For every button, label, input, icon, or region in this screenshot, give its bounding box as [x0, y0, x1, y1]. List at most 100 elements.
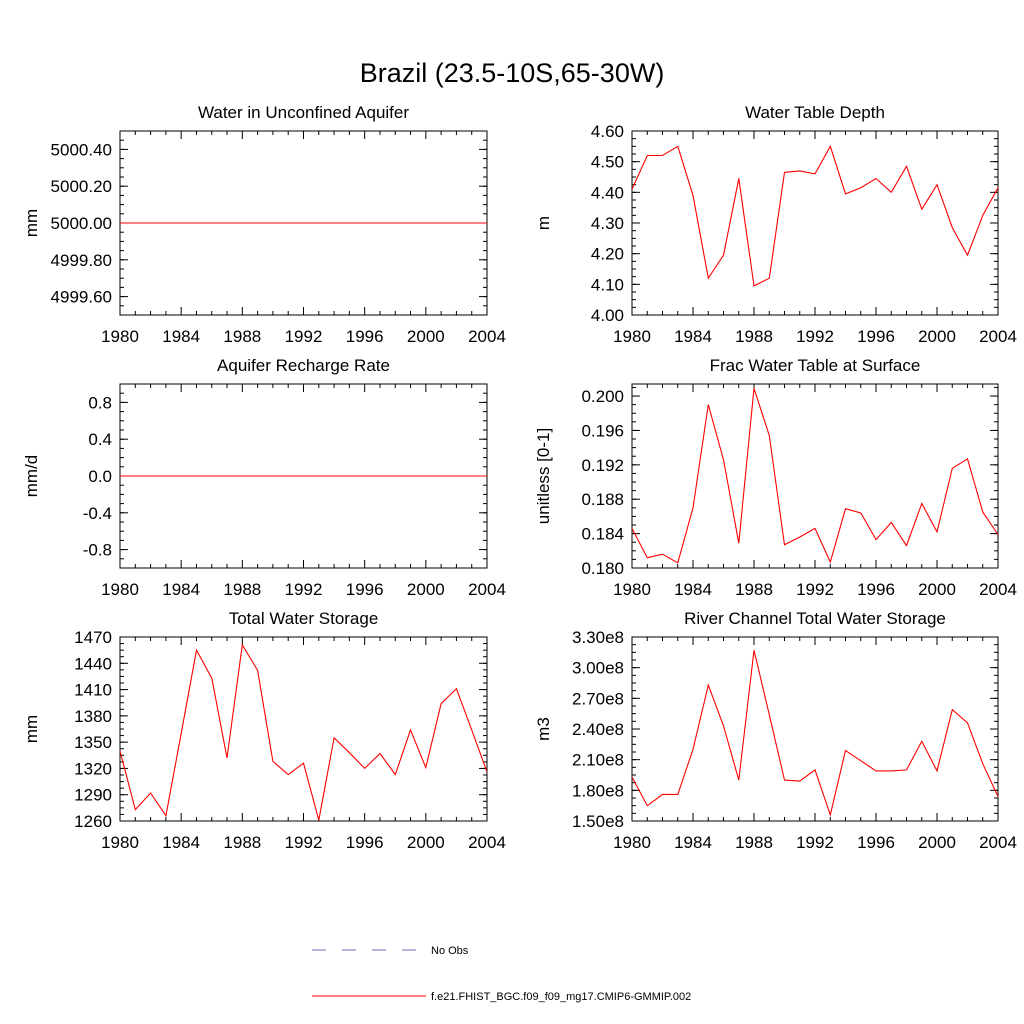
y-tick-label: 1410	[74, 681, 112, 700]
y-tick-label: 4999.80	[51, 251, 112, 270]
y-tick-label: 4.30	[591, 214, 624, 233]
y-tick-label: 4.00	[591, 306, 624, 325]
y-tick-label: 4.10	[591, 275, 624, 294]
x-tick-label: 1992	[285, 580, 323, 599]
y-tick-label: 0.8	[88, 393, 112, 412]
x-tick-label: 1988	[735, 580, 773, 599]
panel-5: Total Water Storage mm 1980 1984 1988 1992 199…	[22, 609, 506, 852]
x-tick-label: 1980	[101, 833, 139, 852]
x-tick-label: 1984	[674, 833, 712, 852]
y-tick-label: 2.10e8	[572, 751, 624, 770]
y-tick-label: 5000.20	[51, 177, 112, 196]
panel-title: Frac Water Table at Surface	[710, 356, 921, 375]
x-tick-label: 2004	[468, 580, 506, 599]
y-tick-label: 0.4	[88, 430, 112, 449]
panel-title: Water in Unconfined Aquifer	[198, 103, 409, 122]
x-tick-label: 1992	[285, 327, 323, 346]
y-tick-label: 1440	[74, 654, 112, 673]
y-tick-label: 1380	[74, 707, 112, 726]
series-line	[631, 650, 999, 817]
x-tick-label: 2004	[468, 833, 506, 852]
y-tick-label: 1470	[74, 628, 112, 647]
y-tick-label: 5000.00	[51, 214, 112, 233]
x-tick-label: 1984	[162, 327, 200, 346]
legend-model-label: f.e21.FHIST_BGC.f09_f09_mg17.CMIP6-GMMIP…	[431, 991, 691, 1003]
x-tick-label: 1996	[346, 580, 384, 599]
x-tick-label: 1992	[796, 327, 834, 346]
x-tick-label: 1984	[162, 580, 200, 599]
x-tick-label: 1996	[857, 327, 895, 346]
x-tick-label: 1996	[857, 580, 895, 599]
x-tick-label: 2004	[979, 833, 1017, 852]
y-tick-label: 1350	[74, 733, 112, 752]
plot-frame	[631, 130, 999, 316]
x-tick-label: 2000	[407, 580, 445, 599]
plot-frame	[119, 636, 488, 822]
y-axis-label: m3	[534, 717, 553, 741]
panel-title: Total Water Storage	[229, 609, 379, 628]
panels: Water in Unconfined Aquifer mm 1980 1984 198…	[22, 103, 1017, 852]
y-tick-label: 0.200	[581, 387, 624, 406]
y-axis-label: mm/d	[22, 455, 41, 498]
x-tick-label: 1984	[674, 327, 712, 346]
x-tick-label: 1980	[613, 327, 651, 346]
x-tick-label: 2004	[979, 580, 1017, 599]
y-tick-label: 2.70e8	[572, 689, 624, 708]
legend-obs-label: No Obs	[431, 945, 469, 957]
x-tick-label: 1988	[735, 327, 773, 346]
x-tick-label: 2000	[918, 833, 956, 852]
panel-4: Frac Water Table at Surface unitless [0-1…	[534, 356, 1017, 599]
y-tick-label: 2.40e8	[572, 720, 624, 739]
x-tick-label: 1980	[613, 833, 651, 852]
y-tick-label: 1.50e8	[572, 812, 624, 831]
series-line	[119, 643, 488, 821]
x-tick-label: 1980	[101, 327, 139, 346]
y-axis-label: unitless [0-1]	[534, 428, 553, 524]
x-tick-label: 1996	[346, 833, 384, 852]
y-tick-label: 1290	[74, 786, 112, 805]
x-tick-label: 1992	[796, 580, 834, 599]
y-tick-label: 1320	[74, 759, 112, 778]
panel-2: Water Table Depth m 1980 1984 1988 1992 1996 20…	[534, 103, 1017, 346]
y-axis-label: mm	[22, 209, 41, 237]
y-tick-label: -0.8	[83, 541, 112, 560]
x-tick-label: 1988	[223, 580, 261, 599]
y-tick-label: 4.20	[591, 245, 624, 264]
legend: No Obs f.e21.FHIST_BGC.f09_f09_mg17.CMIP…	[312, 945, 691, 1003]
x-tick-label: 2004	[468, 327, 506, 346]
x-tick-label: 1996	[857, 833, 895, 852]
y-tick-label: 1.80e8	[572, 781, 624, 800]
y-tick-label: 0.192	[581, 456, 624, 475]
panel-6: River Channel Total Water Storage m3 1980 1…	[534, 609, 1017, 852]
series-line	[631, 144, 999, 287]
y-tick-label: 4.50	[591, 153, 624, 172]
x-tick-label: 2000	[407, 327, 445, 346]
y-tick-label: 3.30e8	[572, 628, 624, 647]
y-tick-label: 3.00e8	[572, 659, 624, 678]
y-tick-label: 5000.40	[51, 140, 112, 159]
y-tick-label: 0.180	[581, 559, 624, 578]
panel-title: Water Table Depth	[745, 103, 885, 122]
y-axis-label: m	[534, 216, 553, 230]
panel-1: Water in Unconfined Aquifer mm 1980 1984 198…	[22, 103, 506, 346]
y-tick-label: 0.184	[581, 525, 624, 544]
plot-frame	[631, 383, 999, 569]
x-tick-label: 1992	[796, 833, 834, 852]
x-tick-label: 1980	[101, 580, 139, 599]
y-tick-label: 4.60	[591, 122, 624, 141]
y-tick-label: -0.4	[83, 504, 112, 523]
x-tick-label: 1988	[735, 833, 773, 852]
x-tick-label: 1984	[162, 833, 200, 852]
panel-3: Aquifer Recharge Rate mm/d 1980 1984 1988 199…	[22, 356, 506, 599]
y-axis-label: mm	[22, 715, 41, 743]
series-line	[631, 388, 999, 564]
panel-title: River Channel Total Water Storage	[684, 609, 946, 628]
x-tick-label: 1992	[285, 833, 323, 852]
y-tick-label: 0.0	[88, 467, 112, 486]
x-tick-label: 2004	[979, 327, 1017, 346]
x-tick-label: 1988	[223, 833, 261, 852]
panel-title: Aquifer Recharge Rate	[217, 356, 390, 375]
figure-title: Brazil (23.5-10S,65-30W)	[360, 58, 665, 88]
plot-frame	[631, 636, 999, 822]
